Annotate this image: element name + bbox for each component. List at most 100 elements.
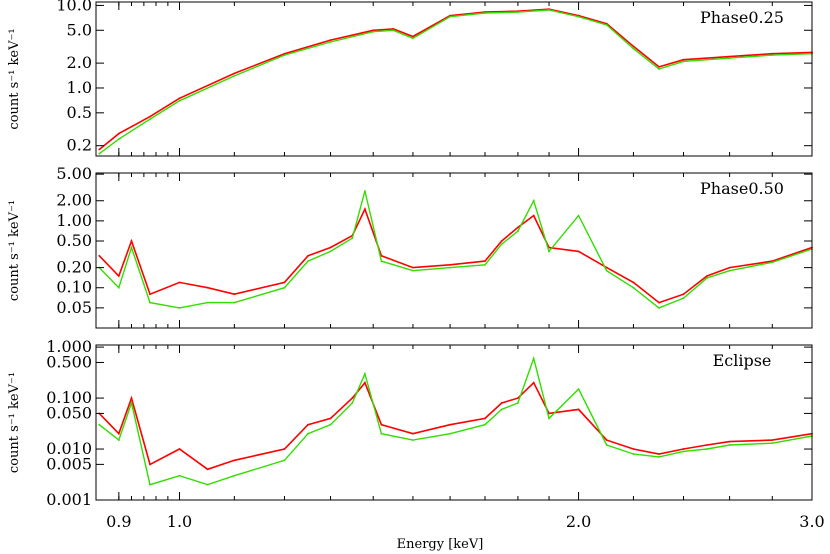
point-model	[605, 24, 608, 26]
point-model	[380, 432, 383, 435]
point-model	[233, 75, 236, 77]
series-model-3	[98, 355, 813, 486]
point-model	[117, 286, 120, 289]
point-data	[98, 148, 101, 151]
point-model	[728, 269, 731, 272]
y-tick-label: 0.10	[56, 278, 92, 297]
point-data	[532, 214, 535, 217]
point-model	[206, 483, 209, 486]
point-data	[307, 423, 309, 426]
point-data	[206, 286, 209, 289]
point-model	[605, 269, 608, 272]
point-data	[706, 444, 708, 446]
point-model	[307, 260, 309, 262]
point-model	[392, 29, 395, 32]
plot-frame	[95, 1, 813, 157]
point-model	[380, 260, 383, 262]
point-data	[412, 266, 414, 269]
point-data	[577, 408, 580, 411]
point-data	[682, 293, 685, 296]
point-model	[771, 54, 774, 56]
point-data	[307, 254, 309, 257]
point-model	[577, 388, 580, 390]
point-model	[577, 15, 580, 18]
point-data	[605, 439, 608, 441]
y-tick-label: 10.0	[56, 0, 92, 14]
point-model	[577, 214, 580, 217]
point-data	[178, 448, 181, 450]
point-model	[364, 372, 366, 375]
point-model	[283, 459, 286, 462]
point-model	[605, 444, 608, 446]
point-data	[658, 66, 660, 68]
y-tick-label: 5.00	[56, 164, 92, 183]
point-model	[682, 297, 685, 299]
point-data	[380, 423, 383, 426]
y-tick-label: 0.500	[46, 352, 92, 371]
y-tick-label: 0.2	[67, 136, 92, 155]
point-model	[329, 423, 332, 426]
point-data	[351, 397, 354, 399]
point-data	[149, 463, 151, 466]
point-data	[117, 432, 120, 435]
panel-label: Eclipse	[713, 351, 772, 370]
point-model	[771, 261, 774, 264]
point-data	[771, 439, 774, 441]
point-model	[548, 250, 550, 253]
point-model	[178, 474, 181, 477]
x-tick-label: 1.0	[167, 512, 192, 531]
point-data	[392, 28, 395, 30]
y-axis-title: count s⁻¹ keV⁻¹	[7, 372, 22, 473]
point-model	[682, 60, 685, 63]
point-model	[517, 230, 519, 233]
point-data	[178, 281, 181, 284]
point-model	[500, 243, 503, 246]
point-model	[484, 423, 486, 426]
point-data	[283, 448, 286, 450]
point-model	[500, 408, 503, 411]
point-model	[548, 9, 550, 11]
point-model	[449, 266, 451, 269]
point-data	[632, 448, 635, 450]
y-tick-label: 0.20	[56, 258, 92, 277]
point-model	[178, 99, 181, 102]
point-data	[130, 397, 133, 399]
point-data	[372, 29, 375, 32]
point-model	[351, 237, 354, 240]
series-model-1	[98, 9, 813, 155]
point-data	[412, 35, 414, 38]
panel-1: 0.2 0.5 1.0 2.0 5.0 10.0 count s⁻¹ keV⁻¹ Phase0…	[7, 0, 813, 157]
point-model	[206, 301, 209, 304]
point-data	[500, 402, 503, 404]
point-data	[517, 397, 519, 399]
y-tick-label: 0.010	[46, 439, 92, 458]
point-data	[233, 459, 236, 462]
y-tick-label: 0.5	[67, 103, 92, 122]
y-tick-label: 0.05	[56, 298, 92, 317]
point-data	[632, 281, 635, 284]
point-data	[682, 58, 685, 61]
point-model	[178, 307, 181, 309]
point-data	[283, 52, 286, 55]
point-data	[206, 468, 209, 471]
x-tick-label: 0.9	[106, 512, 131, 531]
y-tick-label: 0.100	[46, 388, 92, 407]
point-data	[484, 417, 486, 420]
point-data	[412, 432, 414, 435]
panel-label: Phase0.50	[700, 179, 784, 198]
x-axis-title: Energy [keV]	[397, 537, 484, 552]
y-tick-label: 1.00	[56, 211, 92, 230]
point-model	[117, 439, 120, 441]
point-model	[307, 432, 309, 435]
point-model	[149, 301, 151, 304]
point-model	[728, 57, 731, 59]
point-model	[632, 47, 635, 50]
point-data	[577, 250, 580, 253]
point-model	[517, 11, 519, 14]
point-data	[130, 240, 133, 242]
point-model	[98, 423, 101, 426]
point-data	[605, 266, 608, 269]
y-tick-label: 0.50	[56, 231, 92, 250]
